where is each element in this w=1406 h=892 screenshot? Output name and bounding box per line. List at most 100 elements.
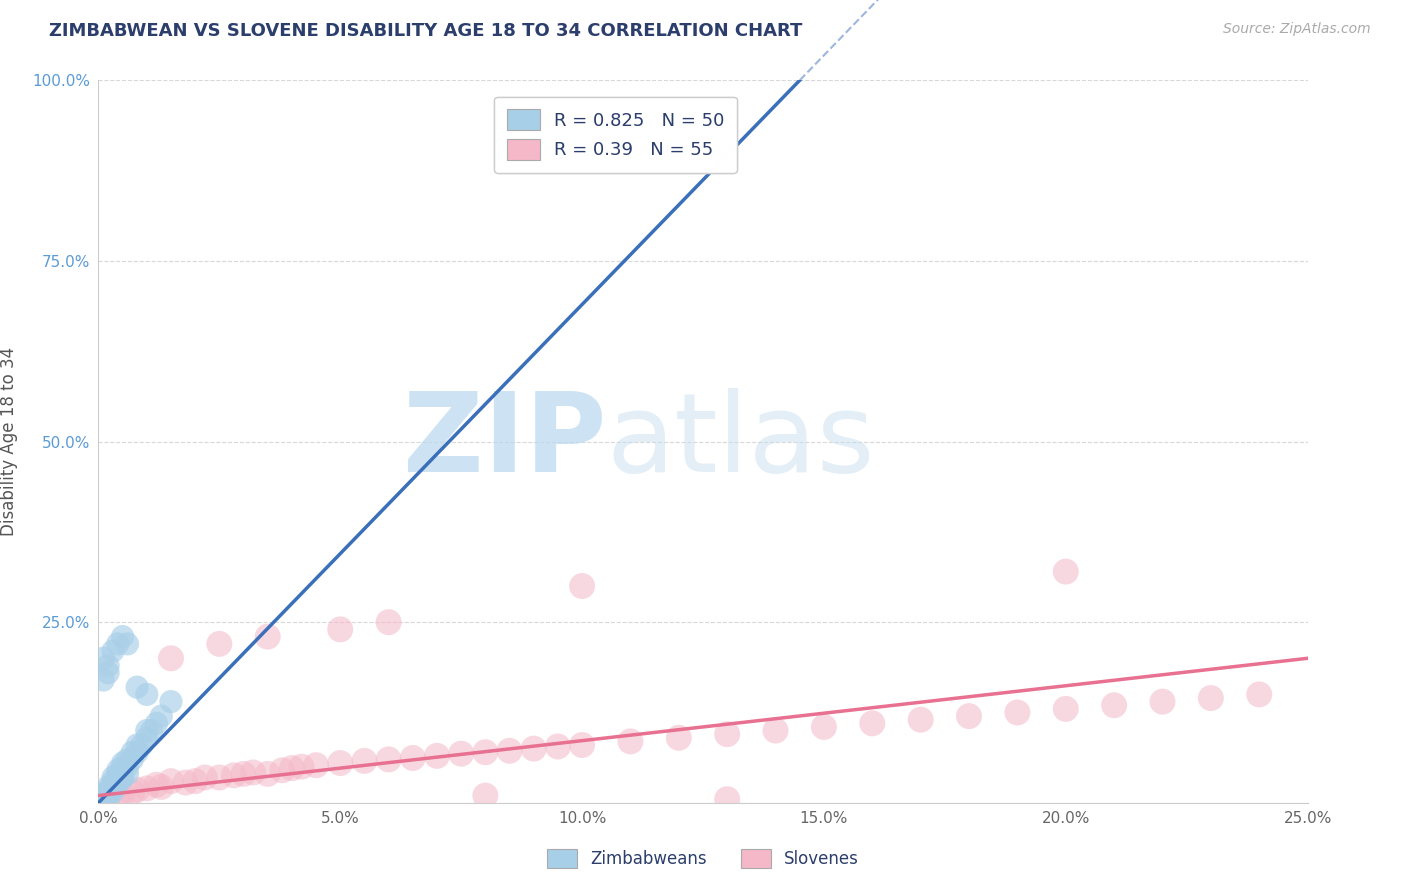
Point xyxy=(127,745,149,759)
Point xyxy=(1007,706,1029,720)
Point xyxy=(127,680,149,694)
Point xyxy=(290,760,312,774)
Point xyxy=(377,752,399,766)
Point xyxy=(111,756,134,770)
Point xyxy=(957,709,980,723)
Point xyxy=(101,785,124,799)
Point xyxy=(184,774,207,789)
Point xyxy=(97,790,120,805)
Y-axis label: Disability Age 18 to 34: Disability Age 18 to 34 xyxy=(0,347,18,536)
Point xyxy=(1102,698,1125,713)
Point xyxy=(194,771,217,785)
Point xyxy=(127,738,149,752)
Point xyxy=(111,760,134,774)
Point xyxy=(547,739,569,754)
Point xyxy=(208,771,231,785)
Point xyxy=(329,756,352,770)
Point xyxy=(117,637,139,651)
Point xyxy=(91,651,114,665)
Point xyxy=(101,778,124,792)
Point xyxy=(716,792,738,806)
Text: ZIMBABWEAN VS SLOVENE DISABILITY AGE 18 TO 34 CORRELATION CHART: ZIMBABWEAN VS SLOVENE DISABILITY AGE 18 … xyxy=(49,22,803,40)
Point xyxy=(668,731,690,745)
Point xyxy=(91,791,114,805)
Point xyxy=(97,780,120,794)
Point xyxy=(145,778,167,792)
Text: Source: ZipAtlas.com: Source: ZipAtlas.com xyxy=(1223,22,1371,37)
Point xyxy=(571,738,593,752)
Point xyxy=(523,741,546,756)
Point xyxy=(127,782,149,797)
Point xyxy=(131,738,153,752)
Point xyxy=(91,673,114,687)
Point xyxy=(281,761,304,775)
Point xyxy=(1054,565,1077,579)
Point xyxy=(571,579,593,593)
Point xyxy=(101,771,124,785)
Point xyxy=(107,789,129,803)
Legend: R = 0.825   N = 50, R = 0.39   N = 55: R = 0.825 N = 50, R = 0.39 N = 55 xyxy=(495,96,737,172)
Point xyxy=(208,637,231,651)
Point xyxy=(450,747,472,761)
Point xyxy=(160,651,183,665)
Point xyxy=(107,774,129,789)
Point xyxy=(111,630,134,644)
Point xyxy=(121,752,143,766)
Point xyxy=(256,767,278,781)
Point xyxy=(150,780,173,794)
Point xyxy=(107,767,129,781)
Point xyxy=(1249,687,1271,701)
Point xyxy=(135,687,157,701)
Point xyxy=(145,716,167,731)
Point xyxy=(97,787,120,801)
Point xyxy=(150,709,173,723)
Point xyxy=(474,745,496,759)
Point xyxy=(101,774,124,789)
Point xyxy=(498,744,520,758)
Point xyxy=(107,774,129,789)
Point xyxy=(107,637,129,651)
Point xyxy=(135,731,157,745)
Point xyxy=(111,771,134,785)
Point xyxy=(111,787,134,801)
Point xyxy=(160,774,183,789)
Point xyxy=(174,775,197,789)
Point xyxy=(91,787,114,801)
Point xyxy=(101,781,124,796)
Point xyxy=(107,778,129,792)
Point xyxy=(242,765,264,780)
Point xyxy=(329,623,352,637)
Point xyxy=(716,727,738,741)
Point xyxy=(117,752,139,766)
Point xyxy=(121,745,143,759)
Point xyxy=(97,790,120,805)
Point xyxy=(117,767,139,781)
Point xyxy=(353,754,375,768)
Point xyxy=(117,760,139,774)
Point xyxy=(305,758,328,772)
Point xyxy=(97,789,120,803)
Point xyxy=(256,630,278,644)
Point xyxy=(232,767,254,781)
Point xyxy=(402,751,425,765)
Point xyxy=(111,771,134,785)
Point xyxy=(813,720,835,734)
Point xyxy=(101,781,124,796)
Point xyxy=(101,644,124,658)
Point xyxy=(910,713,932,727)
Point xyxy=(426,748,449,763)
Point xyxy=(1199,691,1222,706)
Point xyxy=(97,785,120,799)
Legend: Zimbabweans, Slovenes: Zimbabweans, Slovenes xyxy=(540,842,866,875)
Point xyxy=(91,790,114,805)
Point xyxy=(135,781,157,796)
Text: ZIP: ZIP xyxy=(404,388,606,495)
Point xyxy=(135,723,157,738)
Point xyxy=(141,723,163,738)
Point xyxy=(619,734,641,748)
Point xyxy=(222,768,245,782)
Point xyxy=(107,764,129,778)
Point xyxy=(121,785,143,799)
Point xyxy=(97,782,120,797)
Point xyxy=(97,665,120,680)
